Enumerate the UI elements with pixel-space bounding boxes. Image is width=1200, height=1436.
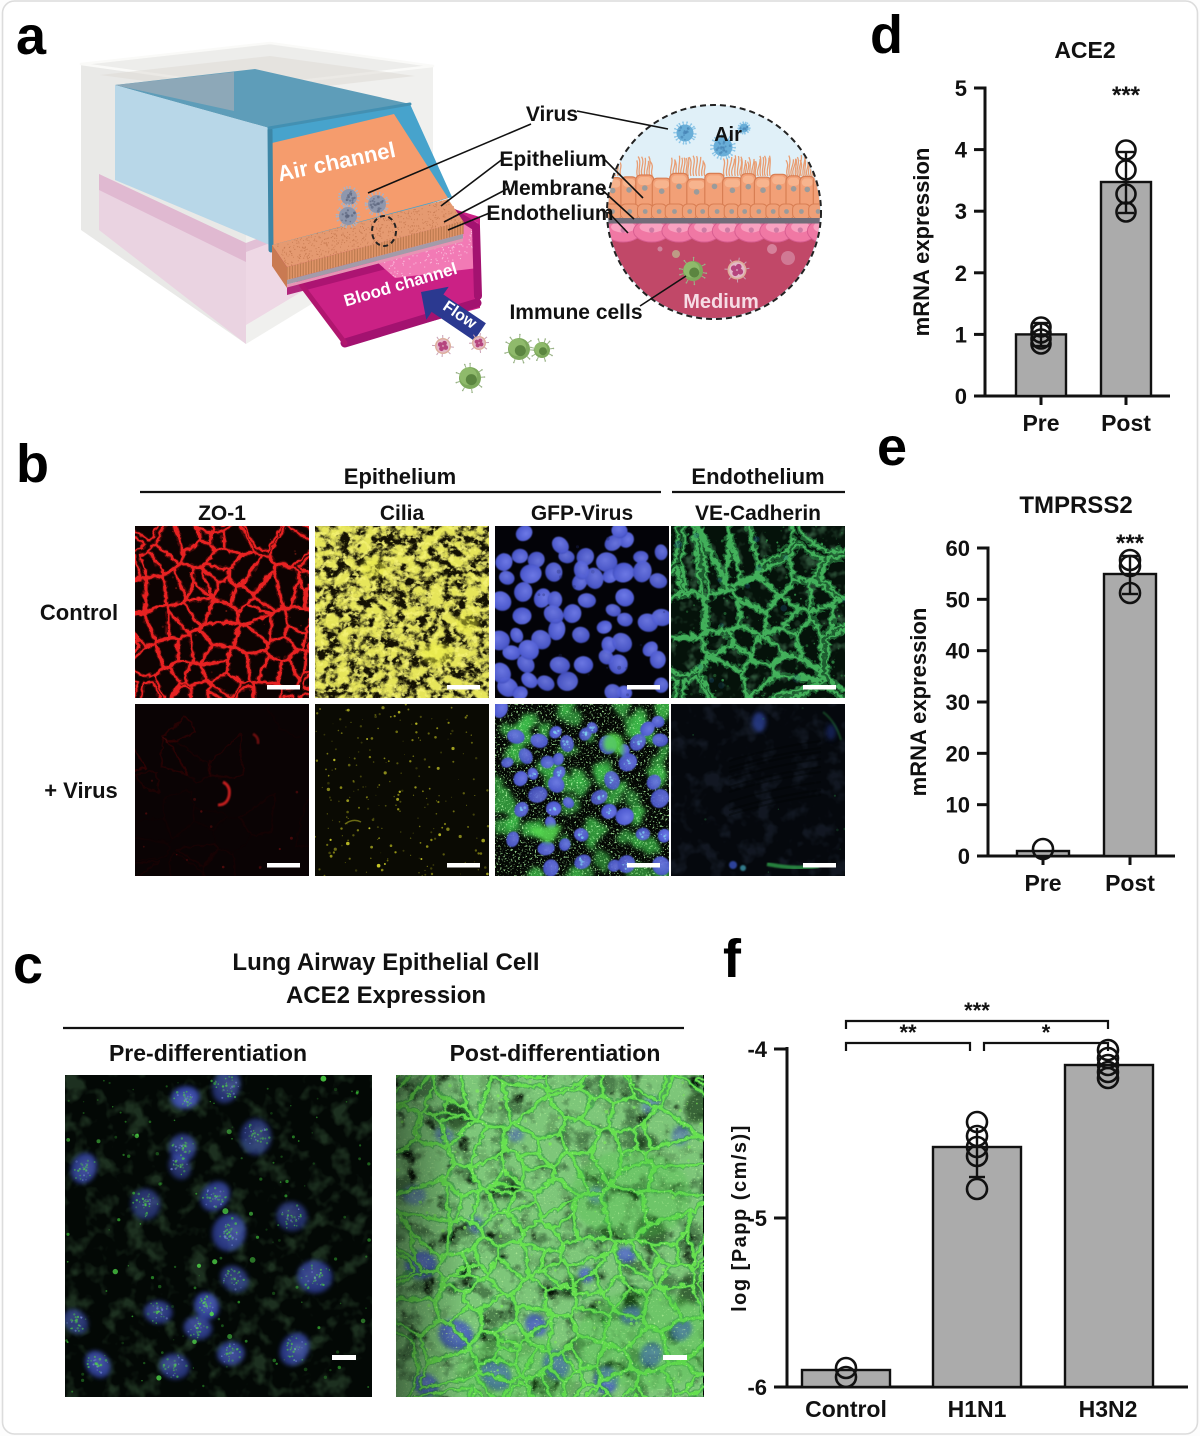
svg-text:H3N2: H3N2 [1079,1396,1138,1422]
svg-text:Pre-differentiation: Pre-differentiation [109,1040,307,1066]
svg-text:d: d [870,5,903,65]
svg-text:-4: -4 [747,1037,767,1062]
svg-text:**: ** [899,1020,917,1045]
svg-text:ACE2: ACE2 [1054,37,1115,63]
svg-text:Medium: Medium [683,291,759,313]
svg-text:Control: Control [40,600,118,625]
svg-text:log [Papp (cm/s)]: log [Papp (cm/s)] [729,1124,751,1312]
svg-text:4: 4 [955,138,968,163]
svg-text:c: c [13,935,43,995]
svg-text:10: 10 [946,793,970,818]
svg-text:20: 20 [946,741,970,766]
svg-text:f: f [723,929,742,989]
svg-text:Post: Post [1101,410,1151,436]
svg-text:e: e [877,417,907,477]
svg-text:Epithelium: Epithelium [344,464,456,489]
svg-text:***: *** [964,998,990,1023]
svg-text:b: b [16,434,49,494]
svg-text:mRNA expression: mRNA expression [909,148,934,337]
svg-text:Epithelium: Epithelium [499,148,606,171]
svg-text:***: *** [1112,82,1141,109]
svg-text:40: 40 [946,639,970,664]
svg-text:***: *** [1116,530,1145,557]
svg-text:Endothelium: Endothelium [486,202,613,225]
svg-text:ACE2 Expression: ACE2 Expression [286,982,486,1009]
svg-text:mRNA expression: mRNA expression [906,608,931,797]
svg-text:2: 2 [955,261,967,286]
svg-text:1: 1 [955,322,967,347]
svg-text:5: 5 [955,76,967,101]
svg-text:Lung Airway Epithelial Cell: Lung Airway Epithelial Cell [232,949,539,976]
svg-text:60: 60 [946,536,970,561]
svg-text:a: a [16,6,47,66]
svg-text:Membrane: Membrane [501,177,606,200]
svg-text:*: * [1042,1020,1051,1045]
svg-text:Immune cells: Immune cells [509,301,642,324]
svg-text:H1N1: H1N1 [948,1396,1007,1422]
svg-text:TMPRSS2: TMPRSS2 [1019,492,1132,519]
svg-text:-5: -5 [747,1206,767,1231]
svg-text:+ Virus: + Virus [44,778,118,803]
svg-text:50: 50 [946,587,970,612]
svg-text:Post: Post [1105,870,1155,896]
svg-text:Air: Air [714,124,742,146]
svg-text:Pre: Pre [1024,870,1061,896]
svg-text:0: 0 [958,844,970,869]
svg-text:Pre: Pre [1022,410,1059,436]
svg-text:GFP-Virus: GFP-Virus [531,502,633,525]
svg-text:Cilia: Cilia [380,502,425,525]
svg-text:Post-differentiation: Post-differentiation [450,1040,661,1066]
svg-text:ZO-1: ZO-1 [198,502,246,525]
svg-text:Virus: Virus [526,103,578,126]
svg-text:VE-Cadherin: VE-Cadherin [695,502,821,525]
svg-text:30: 30 [946,690,970,715]
svg-text:Endothelium: Endothelium [691,464,824,489]
svg-text:-6: -6 [747,1375,767,1400]
svg-text:0: 0 [955,384,967,409]
svg-text:3: 3 [955,199,967,224]
svg-text:Control: Control [805,1396,887,1422]
